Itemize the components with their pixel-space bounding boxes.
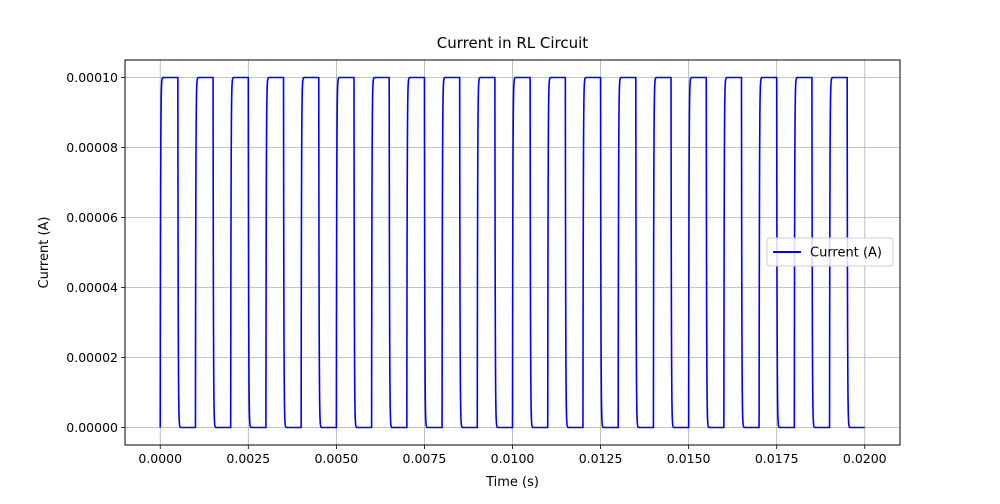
x-tick-label: 0.0175 xyxy=(755,451,799,466)
legend-entry-label: Current (A) xyxy=(810,246,882,261)
x-tick-label: 0.0050 xyxy=(314,451,358,466)
x-tick-label: 0.0100 xyxy=(491,451,535,466)
y-tick-label: 0.00004 xyxy=(66,280,118,295)
y-axis-label: Current (A) xyxy=(37,217,52,289)
x-axis-ticks: 0.0000 0.0025 0.0050 0.0075 0.0100 0.0125 0.01… xyxy=(138,445,887,466)
x-tick-label: 0.0125 xyxy=(579,451,623,466)
legend-box xyxy=(766,237,894,267)
series-line-current xyxy=(159,76,866,429)
y-tick-label: 0.00008 xyxy=(66,140,118,155)
x-tick-label: 0.0200 xyxy=(843,451,887,466)
y-tick-label: 0.00000 xyxy=(66,420,118,435)
series-layer xyxy=(159,76,866,429)
chart-title: Current in RL Circuit xyxy=(437,34,588,52)
y-tick-label: 0.00010 xyxy=(66,70,118,85)
x-axis-label: Time (s) xyxy=(485,475,539,490)
y-axis-ticks: 0.00000 0.00002 0.00004 0.00006 0.00008 0.000… xyxy=(66,70,125,435)
x-tick-label: 0.0150 xyxy=(667,451,711,466)
y-tick-label: 0.00002 xyxy=(66,350,118,365)
x-tick-label: 0.0000 xyxy=(138,451,182,466)
y-tick-label: 0.00006 xyxy=(66,210,118,225)
x-tick-label: 0.0075 xyxy=(403,451,447,466)
x-tick-label: 0.0025 xyxy=(226,451,270,466)
legend: Current (A) xyxy=(766,237,894,267)
